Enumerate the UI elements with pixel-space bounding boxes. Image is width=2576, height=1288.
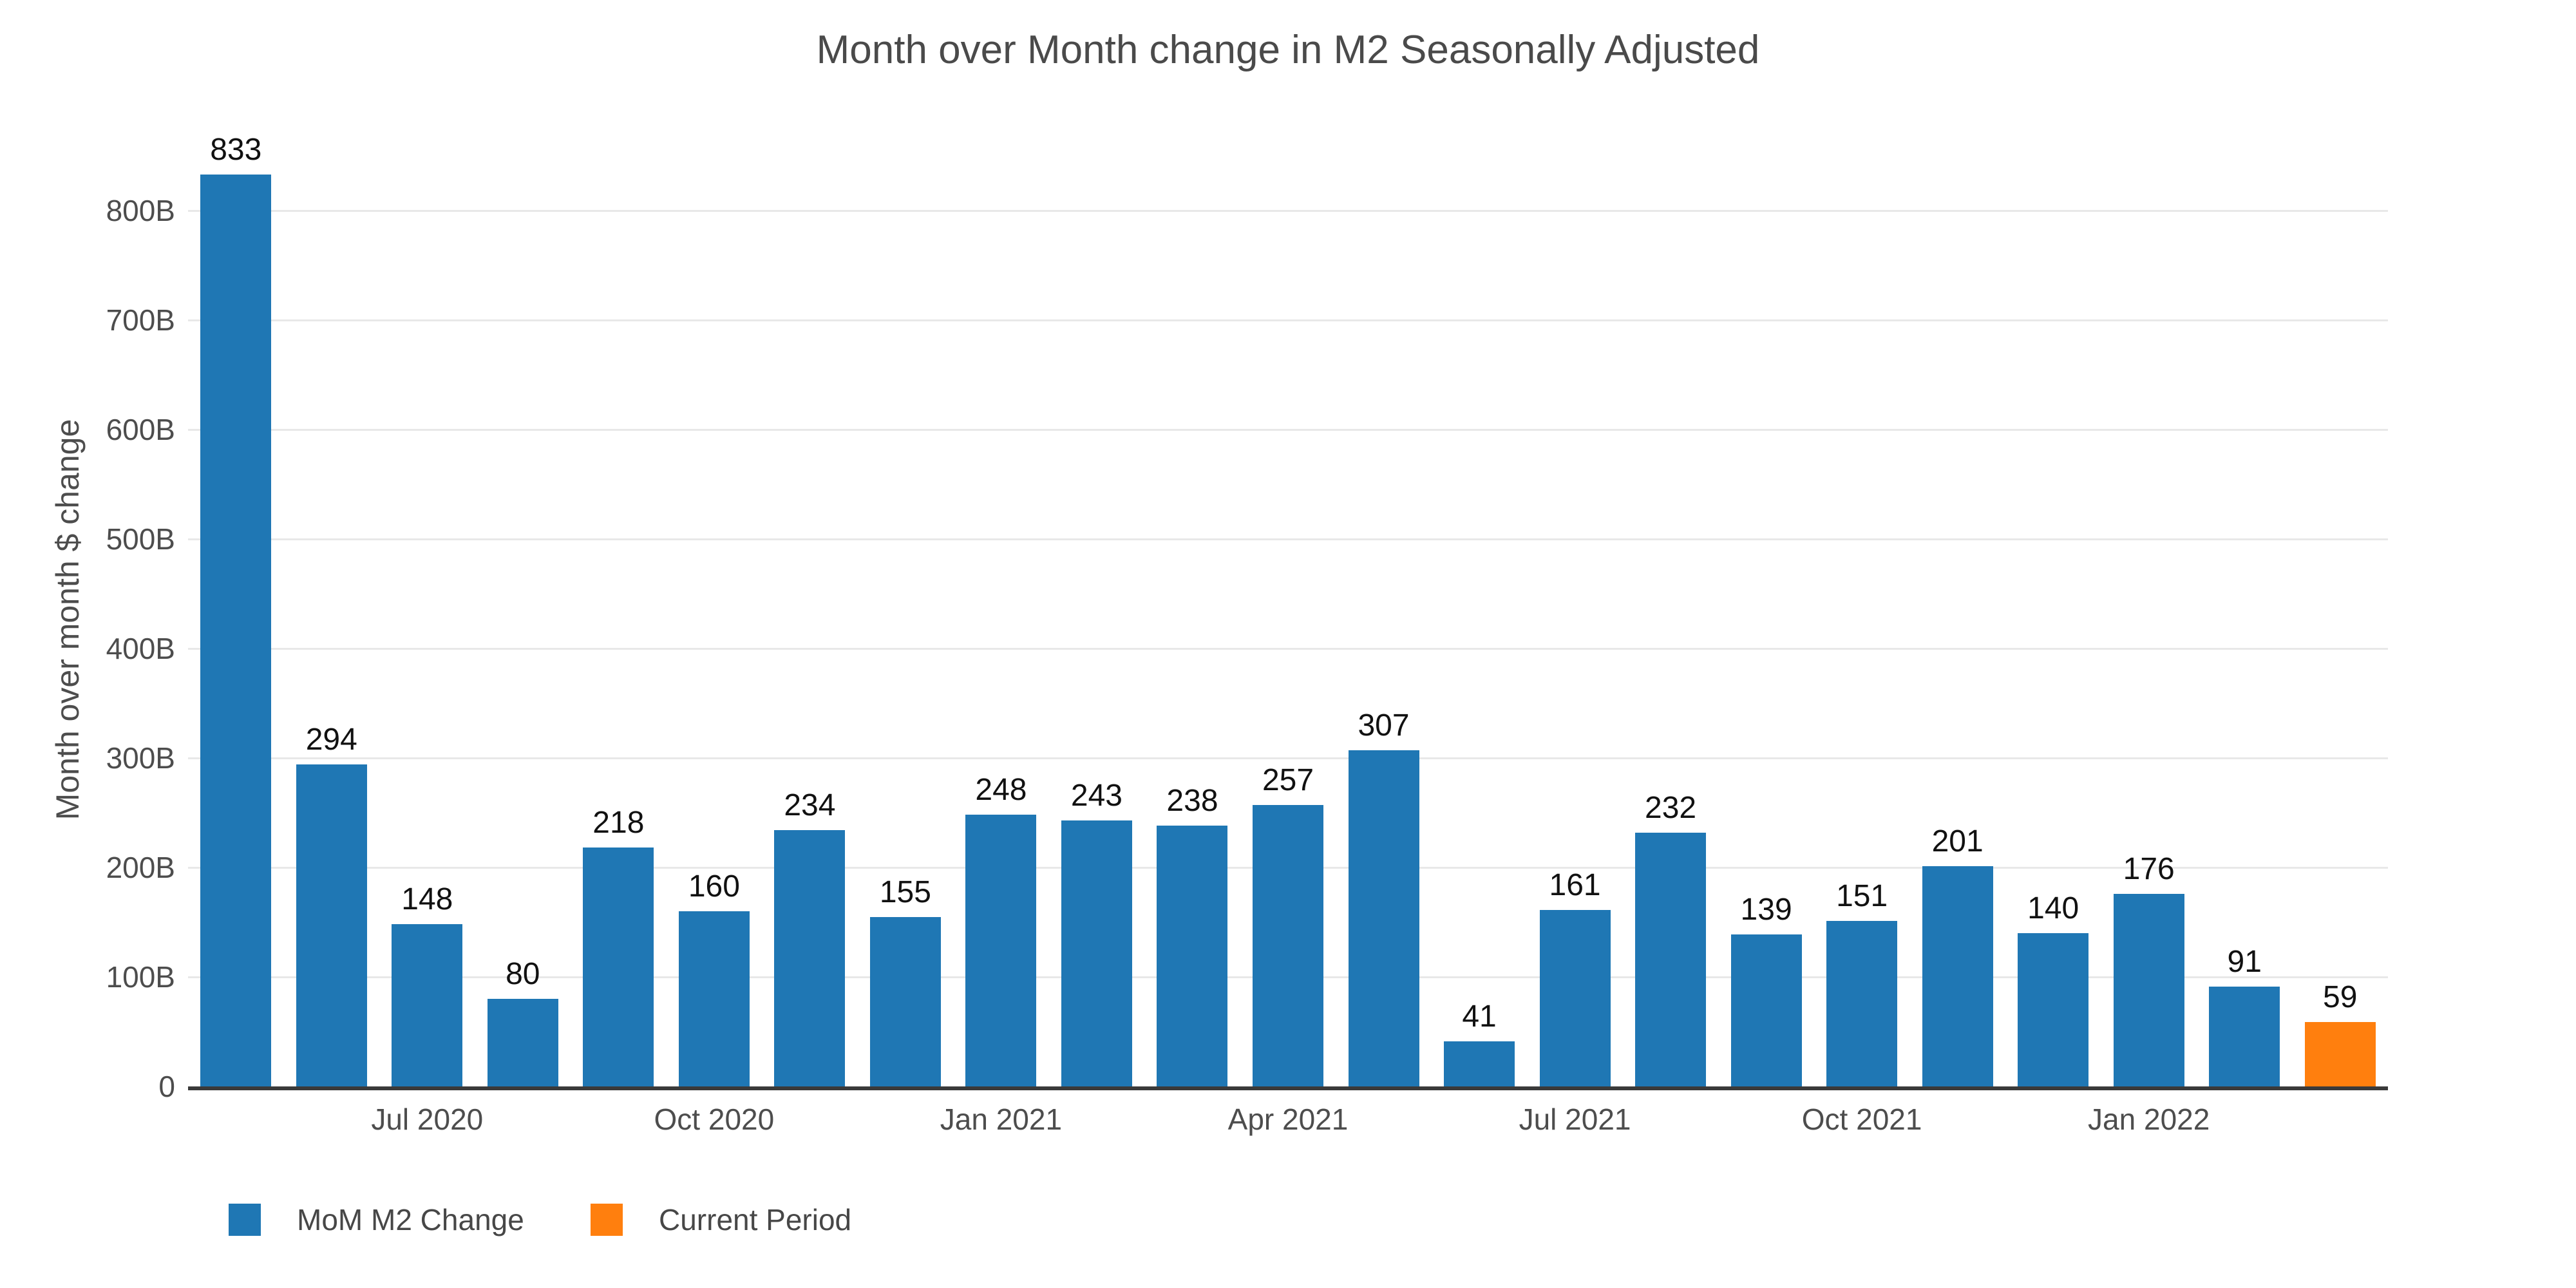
bar-value-label: 151 xyxy=(1836,879,1888,914)
y-tick-label: 300B xyxy=(106,741,175,775)
bar[interactable] xyxy=(2113,893,2184,1086)
bar-value-label: 833 xyxy=(210,132,262,167)
bar[interactable] xyxy=(200,174,272,1086)
bar[interactable] xyxy=(774,830,846,1086)
gridline-800B xyxy=(188,210,2388,212)
x-tick-label: Jan 2021 xyxy=(940,1103,1063,1136)
legend-item-current-period[interactable]: Current Period xyxy=(591,1204,851,1236)
y-tick-label: 800B xyxy=(106,194,175,227)
bar[interactable] xyxy=(487,999,558,1086)
bar[interactable] xyxy=(1635,832,1707,1086)
x-tick-label: Jul 2020 xyxy=(371,1103,484,1136)
bar-value-label: 59 xyxy=(2323,980,2358,1014)
bar[interactable] xyxy=(678,911,750,1086)
bar-value-label: 161 xyxy=(1549,868,1601,903)
bar-value-label: 41 xyxy=(1462,999,1497,1034)
bar-value-label: 91 xyxy=(2227,945,2262,980)
legend-swatch xyxy=(591,1204,623,1236)
bar-value-label: 248 xyxy=(975,773,1027,808)
gridline-300B xyxy=(188,757,2388,759)
bar[interactable] xyxy=(1348,750,1419,1086)
gridline-500B xyxy=(188,538,2388,540)
bar[interactable] xyxy=(2018,933,2089,1086)
bar-value-label: 232 xyxy=(1645,790,1697,825)
bar[interactable] xyxy=(1730,934,1802,1086)
y-tick-label: 400B xyxy=(106,632,175,665)
bar-value-label: 307 xyxy=(1358,708,1410,743)
gridline-600B xyxy=(188,429,2388,431)
bar-value-label: 238 xyxy=(1166,784,1218,819)
bar[interactable] xyxy=(1253,805,1323,1086)
legend-swatch xyxy=(229,1204,261,1236)
legend-item-mom-m2-change[interactable]: MoM M2 Change xyxy=(229,1204,524,1236)
bar[interactable] xyxy=(1922,866,1993,1086)
gridline-400B xyxy=(188,648,2388,650)
y-tick-label: 100B xyxy=(106,960,175,994)
bar[interactable] xyxy=(2209,987,2280,1086)
x-tick-label: Oct 2021 xyxy=(1801,1103,1922,1136)
x-tick-label: Oct 2020 xyxy=(654,1103,775,1136)
chart-title: Month over Month change in M2 Seasonally… xyxy=(816,28,1760,72)
bar-value-label: 294 xyxy=(305,723,357,757)
x-tick-label: Apr 2021 xyxy=(1227,1103,1349,1136)
legend-label: Current Period xyxy=(659,1203,852,1236)
y-tick-label: 0 xyxy=(158,1070,175,1103)
bar-current-period[interactable] xyxy=(2304,1021,2376,1086)
bar[interactable] xyxy=(1539,910,1611,1086)
bar-value-label: 160 xyxy=(688,869,740,904)
y-tick-label: 600B xyxy=(106,413,175,446)
bar[interactable] xyxy=(965,815,1037,1086)
bar-value-label: 176 xyxy=(2123,851,2175,886)
bar-value-label: 218 xyxy=(592,806,645,840)
plot-area: 833 294 148 80 218 160 234 155 248 243 238 257 307 41… xyxy=(188,133,2388,1090)
y-tick-label: 700B xyxy=(106,303,175,337)
bar[interactable] xyxy=(392,924,463,1086)
bar[interactable] xyxy=(1061,820,1132,1086)
bar[interactable] xyxy=(1157,826,1228,1086)
x-tick-label: Jan 2022 xyxy=(2088,1103,2210,1136)
bar-value-label: 140 xyxy=(2027,891,2079,925)
x-axis-line xyxy=(188,1086,2388,1090)
bar[interactable] xyxy=(296,764,367,1086)
bar-value-label: 139 xyxy=(1740,892,1792,927)
gridline-700B xyxy=(188,319,2388,321)
bar-value-label: 234 xyxy=(784,788,836,823)
bar-value-label: 257 xyxy=(1262,763,1314,798)
bar-value-label: 155 xyxy=(879,875,931,909)
bar-value-label: 243 xyxy=(1070,778,1122,813)
bar[interactable] xyxy=(1444,1041,1515,1086)
bar[interactable] xyxy=(1826,921,1898,1086)
y-tick-label: 200B xyxy=(106,851,175,884)
legend-label: MoM M2 Change xyxy=(297,1203,524,1236)
x-tick-label: Jul 2021 xyxy=(1519,1103,1631,1136)
bar[interactable] xyxy=(869,916,941,1086)
bar-value-label: 148 xyxy=(401,882,453,917)
bar-value-label: 201 xyxy=(1931,824,1984,859)
y-tick-label: 500B xyxy=(106,522,175,556)
bar-value-label: 80 xyxy=(506,957,540,991)
bar[interactable] xyxy=(583,848,654,1086)
